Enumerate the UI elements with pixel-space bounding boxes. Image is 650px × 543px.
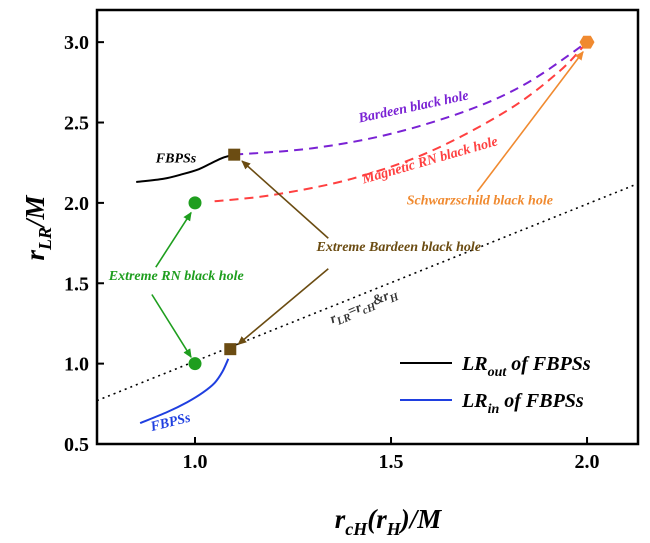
- tick-layer: 1.0 1.5 2.0 0.5 1.0 1.5 2.0 2.5 3.0: [64, 32, 600, 473]
- x-tick-label: 2.0: [575, 451, 600, 473]
- series-layer: [97, 41, 638, 425]
- arrow-brown-to-lower-bardeen: [237, 268, 329, 345]
- series-magnetic-rn-black-hole: [214, 41, 588, 203]
- y-tick-label: 3.0: [64, 32, 89, 54]
- arrow-orange-to-schwarzschild: [476, 50, 584, 193]
- legend-label-lr-in: LRin of FBPSs: [461, 390, 584, 417]
- y-tick-label: 1.5: [64, 273, 89, 295]
- x-axis-label: rcH(rH)/M: [335, 504, 443, 539]
- annotation-magnetic-rn-black-hole: Magnetic RN black hole: [360, 134, 500, 187]
- y-axis-label: rLR/M: [20, 194, 55, 260]
- series-lr-in-of-fbpss: [139, 358, 230, 425]
- annotation-fbpss: FBPSs: [148, 411, 192, 436]
- x-tick-label: 1.5: [379, 451, 404, 473]
- marker-extreme-rn-black-hole-upper: [188, 196, 202, 210]
- x-tick-label: 1.0: [183, 451, 208, 473]
- series-bardeen-black-hole: [234, 41, 588, 156]
- arrow-layer: [151, 50, 584, 359]
- arrow-green-to-lower-rn: [151, 294, 192, 359]
- annotation-bardeen-black-hole: Bardeen black hole: [356, 88, 470, 126]
- annotation-extreme-rn-black-hole: Extreme RN black hole: [108, 269, 244, 284]
- annotation-extreme-bardeen-black-hole: Extreme Bardeen black hole: [316, 240, 482, 255]
- annotation-schwarzschild-black-hole: Schwarzschild black hole: [407, 193, 553, 208]
- arrow-green-to-upper-rn: [155, 211, 192, 268]
- marker-schwarzschild-black-hole: [579, 35, 595, 49]
- plot-frame: [95, 8, 640, 446]
- series-lr-out-of-fbpss: [136, 153, 235, 183]
- marker-layer: [188, 35, 595, 371]
- annotation-layer: FBPSs FBPSs Bardeen black hole Magnetic RN …: [108, 88, 553, 435]
- annotation-rlr: rLR=rcH&rH: [328, 285, 401, 330]
- y-tick-label: 1.0: [64, 354, 89, 376]
- marker-extreme-bardeen-black-hole-lower: [224, 343, 237, 356]
- arrow-brown-to-upper-bardeen: [241, 160, 329, 239]
- y-tick-label: 2.5: [64, 113, 89, 135]
- marker-extreme-bardeen-black-hole-upper: [228, 148, 241, 161]
- legend-label-lr-out: LRout of FBPSs: [461, 353, 591, 380]
- legend: LRout of FBPSs LRin of FBPSs: [400, 353, 591, 417]
- y-tick-label: 2.0: [64, 193, 89, 215]
- y-tick-label: 0.5: [64, 434, 89, 456]
- annotation-fbpss: FBPSs: [155, 152, 197, 167]
- marker-extreme-rn-black-hole-lower: [188, 357, 202, 371]
